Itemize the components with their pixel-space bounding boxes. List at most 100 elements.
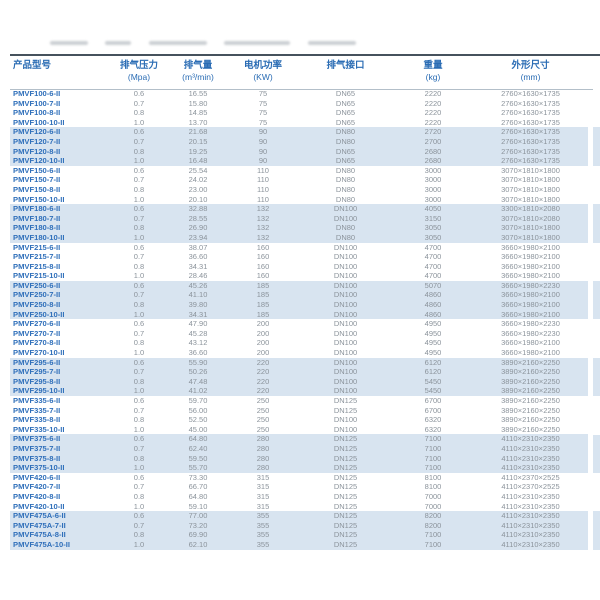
value-cell: 160 [256,271,270,281]
model-cell: PMVF270-6-II [13,319,61,329]
value-cell: 75 [258,98,268,108]
value-cell: 6700 [424,396,442,405]
table-row: PMVF295-8-II 0.8 47.48 220 DN100 5450 3890×216… [10,376,588,387]
column-title: 外形尺寸 [511,60,550,71]
value-cell: 4950 [424,338,442,348]
table-row: PMVF335-10-II 1.0 45.00 250 DN100 6320 3890×21… [10,425,588,435]
value-cell: 0.7 [133,482,145,492]
value-cell: 4110×2370×2525 [501,482,560,492]
model-cell: PMVF120-7-II [10,136,110,147]
value-cell: 355 [228,530,298,540]
model-cell: PMVF180-8-II [10,223,110,233]
value-cell: 24.02 [188,175,208,185]
model-cell: PMVF215-8-II [13,261,61,271]
value-cell: 280 [228,463,298,473]
value-cell: 220 [228,367,298,377]
value-cell: 38.07 [188,242,208,252]
table-header: 产品型号 排气压力 (Mpa) 排气量 (m³/min) 电机功率 (KW) 排… [10,55,588,89]
model-cell: PMVF180-6-II [10,204,110,214]
model-cell: PMVF120-8-II [10,146,110,157]
value-cell: 3000 [424,175,442,185]
value-cell: 7100 [393,443,473,454]
value-cell: 132 [228,213,298,224]
value-cell: 62.40 [168,443,228,454]
value-cell: 355 [228,539,298,550]
value-cell: 90 [228,136,298,147]
value-cell: 2720 [393,127,473,137]
value-cell: 0.6 [133,165,145,175]
value-cell: DN100 [333,271,358,281]
value-cell: 3660×1980×2230 [501,328,560,338]
value-cell: 1.0 [110,156,168,166]
value-cell: 0.6 [133,319,145,329]
value-cell: 55.90 [168,357,228,368]
model-cell: PMVF475A-7-II [10,520,110,531]
value-cell: DN125 [333,405,358,415]
value-cell: 73.20 [168,520,228,531]
value-cell: DN100 [298,300,393,310]
column-title: 排气量 [183,60,213,71]
value-cell: DN65 [335,117,356,127]
value-cell: 4110×2370×2525 [501,472,560,482]
value-cell: 6320 [424,424,442,434]
value-cell: 110 [257,175,269,185]
model-cell: PMVF295-10-II [10,386,110,396]
table-row: PMVF100-6-II 0.6 16.55 75 DN65 2220 2760×1630×… [10,89,588,99]
value-cell: 0.6 [110,127,168,137]
table-row: PMVF475A-8-II 0.8 69.90 355 DN125 7100 4110×23… [10,530,588,540]
model-cell: PMVF150-8-II [13,184,61,194]
value-cell: 4050 [393,204,473,214]
value-cell: 110 [257,194,269,204]
value-cell: DN80 [298,232,393,243]
value-cell: 185 [228,290,298,301]
model-cell: PMVF475A-8-II [10,530,110,540]
value-cell: 3660×1980×2100 [473,309,588,320]
edge-stripe-band [593,89,600,128]
value-cell: DN125 [333,396,358,405]
model-cell: PMVF375-10-II [10,463,110,473]
value-cell: 2760×1630×1735 [501,98,560,108]
value-cell: 64.80 [168,434,228,444]
model-cell: PMVF270-7-II [13,328,61,338]
table-row: PMVF420-7-II 0.7 66.70 315 DN125 8100 4110×237… [10,482,588,492]
value-cell: 4860 [393,309,473,320]
model-cell: PMVF295-8-II [10,376,110,387]
value-cell: 3150 [393,213,473,224]
table-row: PMVF150-6-II 0.6 25.54 110 DN80 3000 3070×1810… [10,166,588,176]
value-cell: 47.90 [188,319,208,329]
table-row: PMVF180-6-II 0.6 32.88 132 DN100 4050 3300×181… [10,204,588,214]
model-cell: PMVF420-8-II [13,491,61,501]
value-cell: 4110×2310×2350 [473,453,588,464]
value-cell: 4950 [424,348,442,358]
value-cell: 0.7 [133,98,145,108]
value-cell: DN125 [298,511,393,521]
value-cell: 1.0 [110,386,168,396]
value-cell: 315 [256,501,270,511]
table-row: PMVF100-7-II 0.7 15.80 75 DN65 2220 2760×1630×… [10,99,588,109]
table-row: PMVF375-10-II 1.0 55.70 280 DN125 7100 4110×23… [10,463,588,473]
value-cell: 36.60 [188,252,208,262]
value-cell: 5070 [393,280,473,291]
value-cell: DN100 [298,367,393,377]
value-cell: 3070×1810×1800 [501,194,560,204]
value-cell: 3890×2160×2250 [501,396,560,405]
value-cell: DN125 [298,530,393,540]
model-cell: PMVF215-6-II [13,242,61,252]
value-cell: 23.00 [188,184,208,194]
value-cell: 52.50 [188,415,208,425]
value-cell: 28.46 [188,271,208,281]
value-cell: 59.70 [188,396,208,405]
value-cell: 34.31 [168,309,228,320]
value-cell: 3890×2160×2250 [501,424,560,434]
value-cell: 56.00 [188,405,208,415]
model-cell: PMVF375-7-II [10,443,110,454]
value-cell: 110 [257,184,269,194]
value-cell: 3890×2160×2250 [473,357,588,368]
value-cell: 19.25 [168,146,228,157]
value-cell: 0.8 [133,338,145,348]
value-cell: 55.70 [168,463,228,473]
value-cell: 0.8 [133,491,145,501]
value-cell: 0.7 [110,213,168,224]
value-cell: DN100 [298,280,393,291]
model-cell: PMVF335-7-II [13,405,61,415]
